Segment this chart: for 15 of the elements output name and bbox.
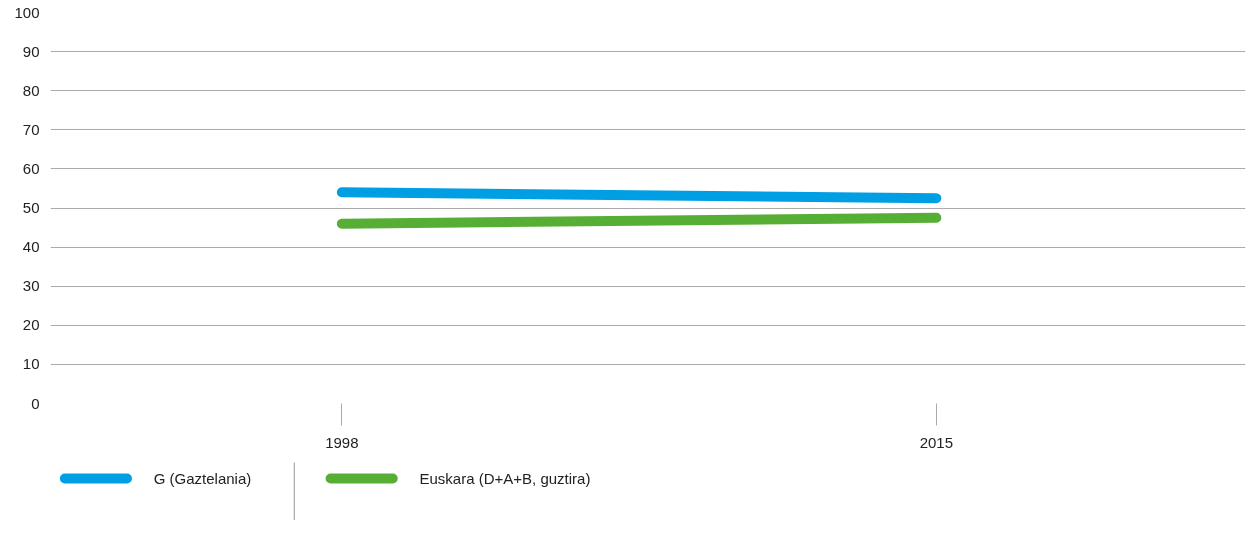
y-tick-label: 30 — [22, 277, 40, 295]
y-tick-label: 10 — [22, 355, 40, 373]
y-tick-label: 0 — [31, 394, 40, 412]
y-tick-label: 90 — [22, 42, 40, 60]
x-tick-label: 1998 — [325, 433, 359, 451]
y-tick-label: 70 — [22, 120, 40, 138]
y-tick-label: 100 — [14, 3, 40, 21]
y-tick-label: 60 — [22, 159, 40, 177]
y-tick-label: 20 — [22, 316, 40, 334]
legend-label: Euskara (D+A+B, guztira) — [419, 470, 591, 487]
y-tick-label: 80 — [22, 81, 40, 99]
y-tick-label: 40 — [22, 238, 40, 256]
x-tick-label: 2015 — [919, 433, 954, 451]
y-tick-label: 50 — [22, 199, 40, 216]
legend-label: G (Gaztelania) — [153, 470, 252, 487]
